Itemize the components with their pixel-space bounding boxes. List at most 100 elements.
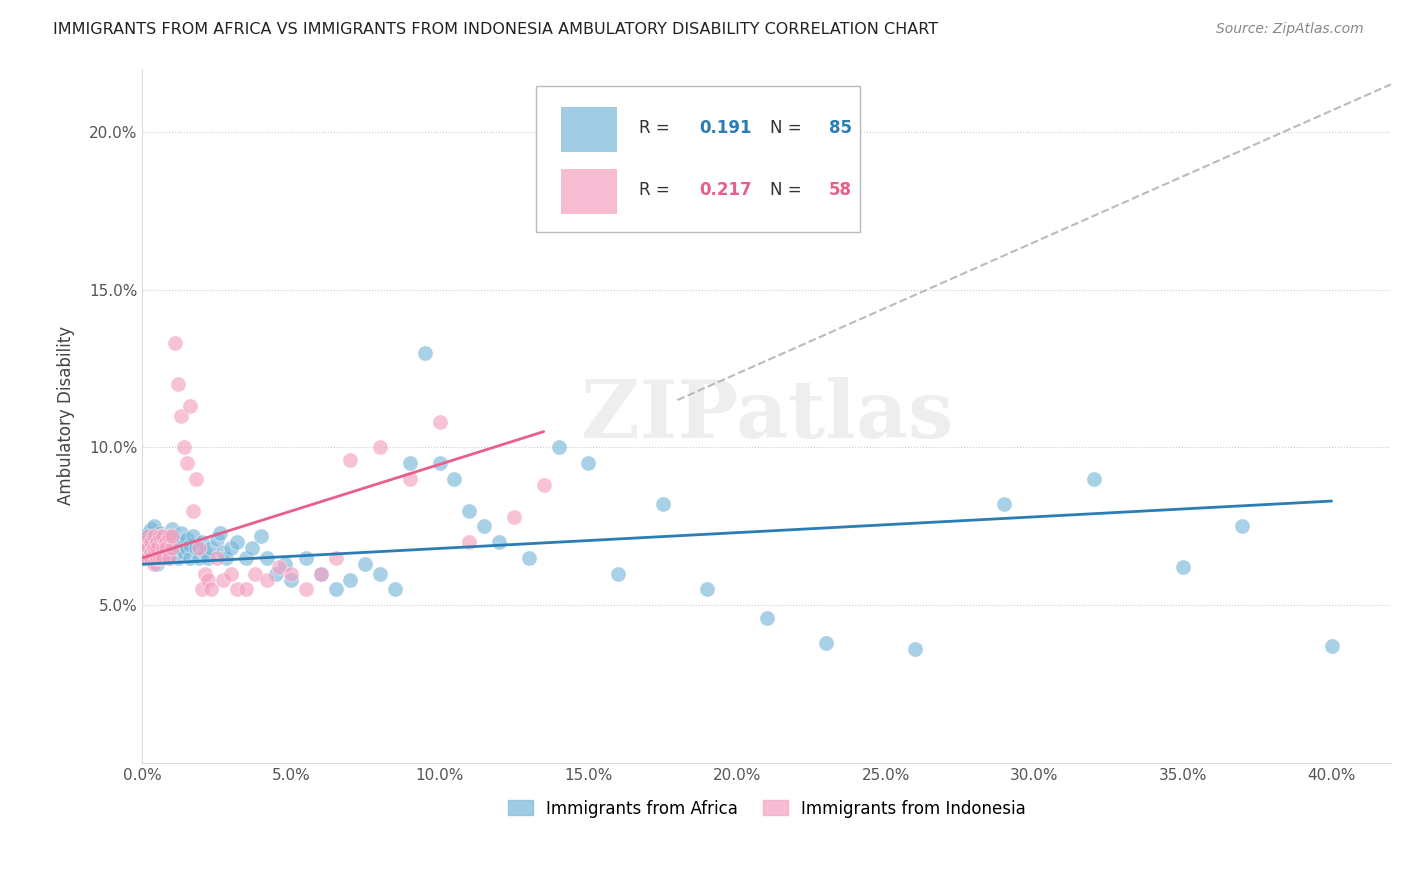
Point [134,535,156,549]
Point [160,523,183,537]
Point [240,541,263,556]
Point [267,560,290,574]
Point [429,456,451,470]
Point [368,566,391,581]
Point [200,541,222,556]
Point [187,550,209,565]
Point [134,544,156,558]
Point [146,535,169,549]
Point [141,548,163,562]
Point [194,566,217,581]
Point [472,519,495,533]
Point [547,441,569,455]
Text: N =: N = [770,119,807,136]
Point [325,582,347,597]
Point [517,550,540,565]
Point [309,566,332,581]
Point [134,541,156,556]
Point [458,503,481,517]
Text: N =: N = [770,181,807,199]
Point [696,582,718,597]
Point [256,573,278,587]
Point [181,529,204,543]
Point [607,566,630,581]
Point [295,582,318,597]
Point [235,582,257,597]
Point [157,538,180,552]
Point [245,566,267,581]
Point [146,558,169,572]
FancyBboxPatch shape [536,86,860,232]
Y-axis label: Ambulatory Disability: Ambulatory Disability [58,326,75,506]
Point [256,550,278,565]
Point [197,550,219,565]
Point [211,573,233,587]
Point [339,573,361,587]
Point [176,456,198,470]
Point [176,532,198,546]
Point [152,529,174,543]
Text: R =: R = [640,119,675,136]
Point [143,541,166,556]
Point [280,566,302,581]
Point [141,535,163,549]
Point [205,532,228,546]
Point [295,550,318,565]
Point [181,503,204,517]
Point [280,573,302,587]
Point [170,535,193,549]
Point [146,541,169,556]
Point [488,535,510,549]
Point [136,541,159,556]
Point [173,544,195,558]
Point [143,529,166,543]
Point [173,441,195,455]
Point [155,535,177,549]
Point [149,525,172,540]
Point [149,529,172,543]
Point [167,541,190,556]
Point [152,550,174,565]
Point [755,611,778,625]
FancyBboxPatch shape [561,169,617,214]
Point [179,400,201,414]
Point [152,529,174,543]
Point [429,415,451,429]
Point [191,535,214,549]
Point [205,550,228,565]
Point [576,456,599,470]
Point [325,550,347,565]
Point [368,441,391,455]
Point [160,541,183,556]
Point [152,541,174,556]
Point [167,377,190,392]
Text: IMMIGRANTS FROM AFRICA VS IMMIGRANTS FROM INDONESIA AMBULATORY DISABILITY CORREL: IMMIGRANTS FROM AFRICA VS IMMIGRANTS FRO… [53,22,939,37]
Text: 85: 85 [830,119,852,136]
Point [179,550,201,565]
Text: 0.217: 0.217 [699,181,752,199]
Point [143,558,166,572]
Point [274,558,297,572]
Point [354,558,377,572]
Point [458,535,481,549]
Point [197,573,219,587]
Point [155,541,177,556]
Point [214,550,236,565]
Point [904,642,927,657]
Point [384,582,406,597]
Point [141,550,163,565]
Point [136,529,159,543]
Text: R =: R = [640,181,675,199]
Point [264,566,287,581]
Point [211,544,233,558]
Point [143,519,166,533]
Point [339,453,361,467]
Text: Source: ZipAtlas.com: Source: ZipAtlas.com [1216,22,1364,37]
Point [200,582,222,597]
Point [155,535,177,549]
Point [136,541,159,556]
Point [184,472,207,486]
Point [157,550,180,565]
Point [163,544,186,558]
Point [170,409,193,423]
